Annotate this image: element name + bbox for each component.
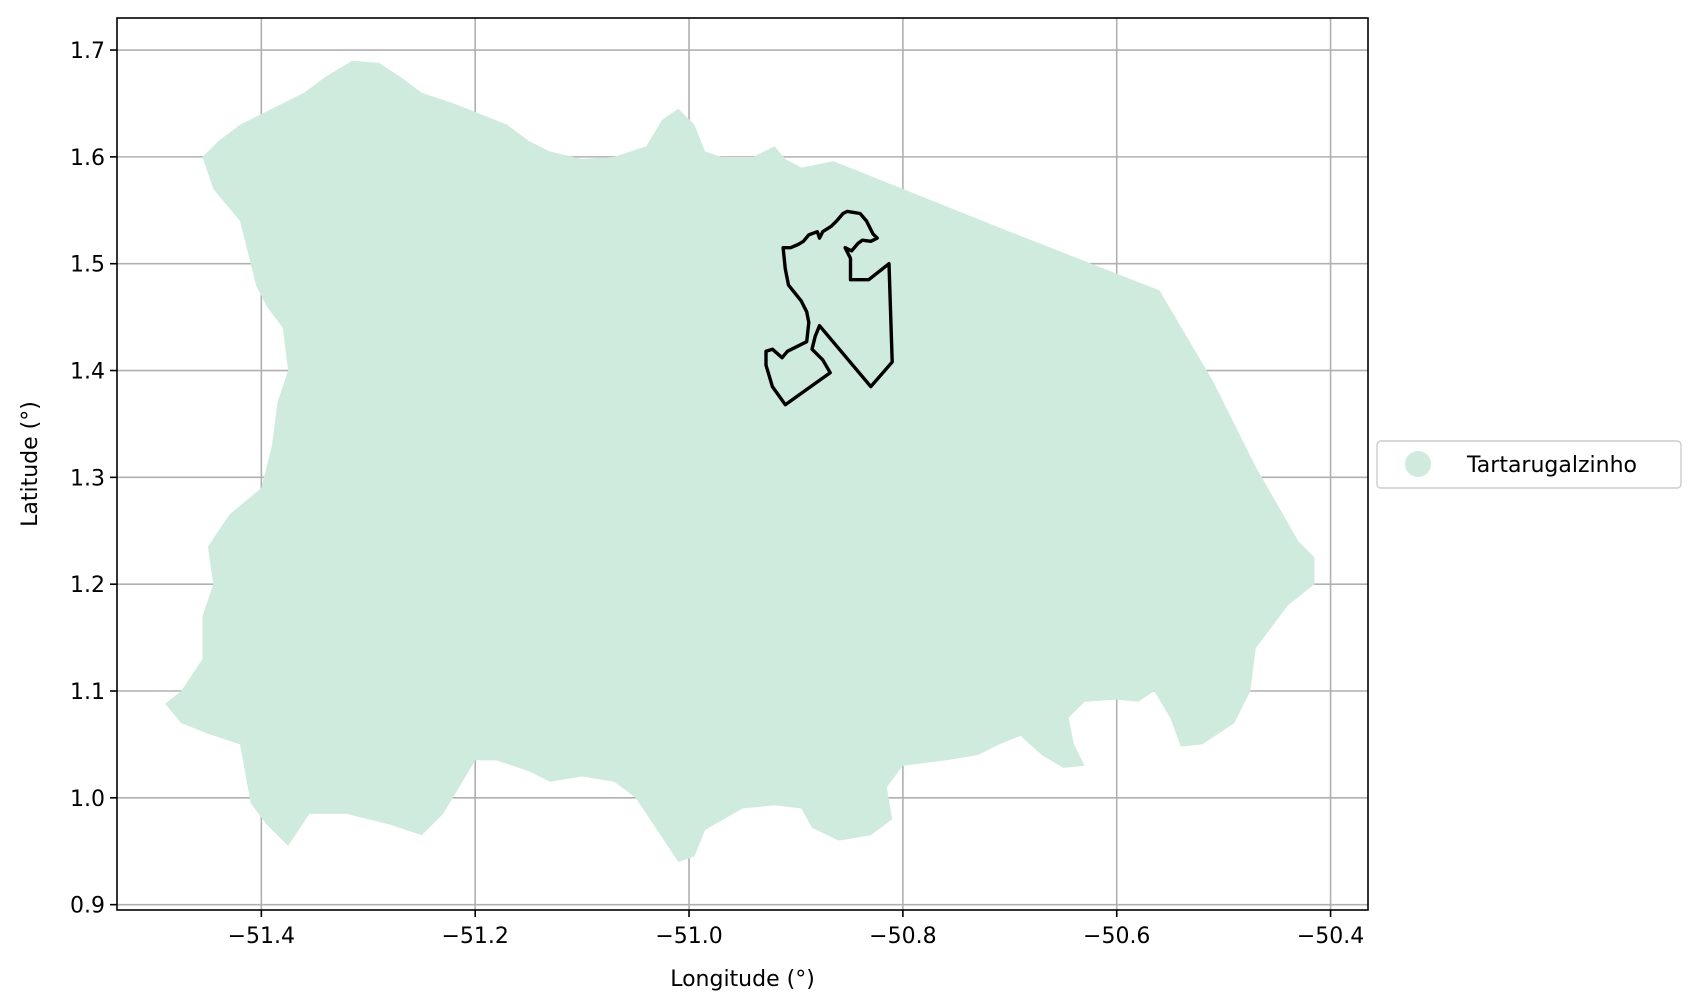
x-axis-label: Longitude (°): [670, 967, 815, 992]
legend-marker: [1405, 451, 1431, 477]
y-tick-label: 0.9: [70, 894, 105, 919]
legend-box: [1376, 440, 1682, 489]
y-tick-label: 1.1: [70, 680, 105, 705]
x-tick-label: −51.2: [441, 924, 508, 949]
y-tick-label: 1.0: [70, 787, 105, 812]
y-tick-label: 1.7: [70, 39, 105, 64]
x-tick-label: −51.4: [228, 924, 295, 949]
y-tick-label: 1.5: [70, 253, 105, 278]
area-outline: [764, 209, 894, 407]
x-tick-label: −51.0: [655, 924, 722, 949]
y-tick-label: 1.4: [70, 360, 105, 385]
region-polygon-tartarugalzinho: [165, 60, 1315, 862]
legend: Tartarugalzinho: [1376, 440, 1682, 489]
region-layer: [165, 60, 1315, 862]
x-tick-label: −50.8: [869, 924, 936, 949]
outline-layer: [764, 209, 894, 407]
x-tick-label: −50.6: [1083, 924, 1150, 949]
y-tick-label: 1.3: [70, 466, 105, 491]
y-tick-label: 1.6: [70, 146, 105, 171]
legend-entry-label: Tartarugalzinho: [1466, 453, 1637, 478]
y-axis-label: Latitude (°): [18, 401, 43, 527]
plot-frame: [116, 17, 1369, 911]
axis-ticks: −51.4 −51.2 −51.0 −50.8 −50.6 −50.4 0.9 1.0 1.1 1…: [70, 39, 1364, 949]
x-tick-label: −50.4: [1297, 924, 1364, 949]
y-tick-label: 1.2: [70, 573, 105, 598]
